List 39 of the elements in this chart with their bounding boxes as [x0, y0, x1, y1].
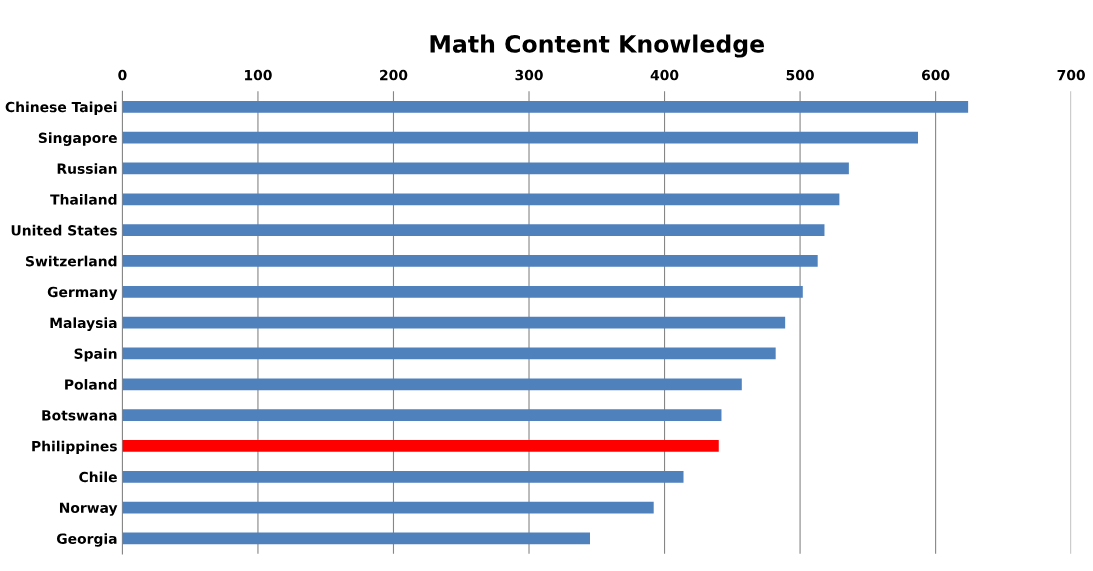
y-tick-label: Philippines [32, 440, 117, 455]
bar [122, 100, 969, 113]
x-tick-label: 600 [921, 69, 950, 81]
bar [122, 255, 818, 267]
y-tick-label: Spain [74, 348, 117, 362]
x-tick-label: 700 [1057, 69, 1085, 81]
bar [122, 347, 776, 360]
bar [122, 193, 840, 206]
y-tick-label: United States [11, 224, 117, 236]
bar [122, 224, 825, 236]
x-tick-label: 100 [245, 69, 272, 81]
bar [122, 162, 849, 175]
y-tick-label: Germany [47, 286, 118, 300]
x-tick-label: 300 [515, 69, 543, 81]
y-tick-label: Thailand [50, 194, 117, 205]
x-tick-label: 500 [786, 69, 814, 81]
x-tick-label: 0 [118, 69, 127, 81]
y-tick-label: Chile [79, 471, 117, 483]
bar [122, 316, 786, 329]
x-tick-label: 200 [380, 69, 408, 81]
bar [122, 532, 590, 545]
y-tick-label: Singapore [38, 132, 117, 146]
chart-title: Math Content Knowledge [430, 34, 765, 58]
bar [122, 470, 684, 483]
y-tick-label: Russian [57, 163, 117, 174]
x-tick-label: 400 [650, 69, 679, 81]
bar [122, 409, 722, 421]
bar [122, 440, 719, 452]
y-tick-label: Switzerland [26, 255, 117, 267]
y-tick-label: Botswana [42, 410, 117, 421]
y-tick-label: Chinese Taipei [5, 101, 117, 115]
bar [122, 378, 742, 391]
y-tick-label: Norway [59, 502, 118, 516]
bar [122, 131, 918, 144]
y-tick-label: Malaysia [50, 317, 117, 331]
bar [122, 285, 803, 298]
bar [122, 501, 654, 514]
y-tick-label: Poland [65, 379, 117, 390]
y-tick-label: Georgia [56, 533, 117, 547]
